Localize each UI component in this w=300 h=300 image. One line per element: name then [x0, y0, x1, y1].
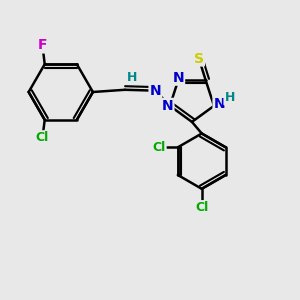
Text: H: H — [127, 71, 137, 84]
Text: N: N — [162, 99, 173, 113]
Text: N: N — [214, 97, 225, 111]
Text: F: F — [38, 38, 47, 52]
Text: N: N — [149, 84, 161, 98]
Text: Cl: Cl — [195, 201, 208, 214]
Text: Cl: Cl — [152, 141, 166, 154]
Text: Cl: Cl — [36, 131, 49, 144]
Text: H: H — [224, 91, 235, 104]
Text: N: N — [172, 71, 184, 85]
Text: S: S — [194, 52, 204, 65]
